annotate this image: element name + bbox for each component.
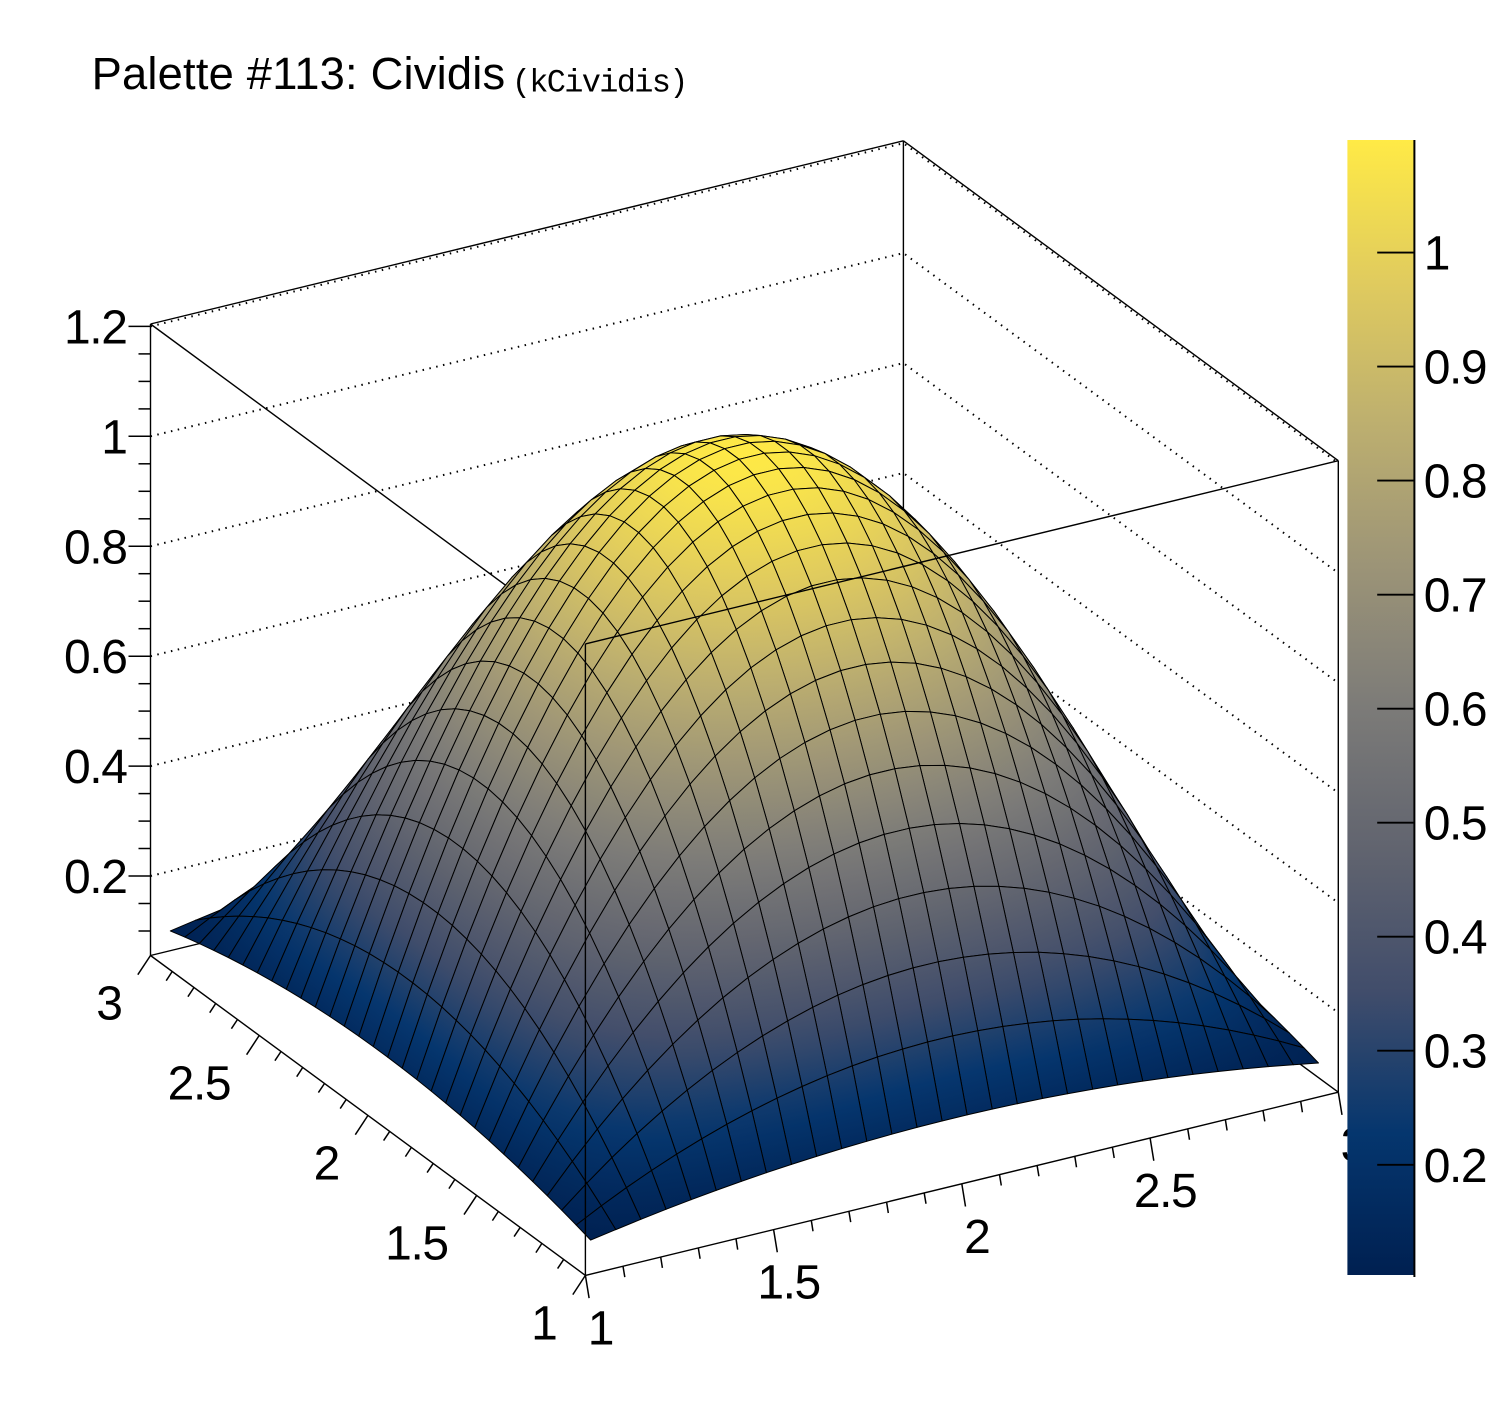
svg-text:1: 1 xyxy=(588,1302,613,1355)
svg-text:0.8: 0.8 xyxy=(1424,456,1487,509)
svg-text:0.5: 0.5 xyxy=(1424,798,1487,851)
svg-text:0.9: 0.9 xyxy=(1424,342,1487,395)
svg-text:1: 1 xyxy=(531,1297,556,1350)
svg-text:0.4: 0.4 xyxy=(1424,912,1487,965)
svg-text:2: 2 xyxy=(314,1138,339,1191)
svg-text:Palette #113: Cividis: Palette #113: Cividis xyxy=(92,48,506,99)
svg-text:1.5: 1.5 xyxy=(385,1217,448,1270)
svg-text:1.5: 1.5 xyxy=(757,1257,820,1310)
svg-text:2: 2 xyxy=(964,1211,989,1264)
svg-text:2.5: 2.5 xyxy=(1134,1165,1197,1218)
svg-text:0.6: 0.6 xyxy=(64,631,127,684)
svg-text:(kCividis): (kCividis) xyxy=(512,64,687,101)
svg-text:0.6: 0.6 xyxy=(1424,684,1487,737)
svg-text:1: 1 xyxy=(1424,228,1449,281)
svg-text:0.2: 0.2 xyxy=(64,851,127,904)
svg-text:0.3: 0.3 xyxy=(1424,1026,1487,1079)
svg-text:0.2: 0.2 xyxy=(1424,1140,1487,1193)
svg-text:3: 3 xyxy=(96,978,121,1031)
svg-text:1.2: 1.2 xyxy=(64,301,127,354)
svg-text:0.7: 0.7 xyxy=(1424,570,1487,623)
svg-text:0.4: 0.4 xyxy=(64,741,127,794)
svg-text:1: 1 xyxy=(101,411,126,464)
svg-text:0.8: 0.8 xyxy=(64,521,127,574)
svg-text:2.5: 2.5 xyxy=(168,1058,231,1111)
